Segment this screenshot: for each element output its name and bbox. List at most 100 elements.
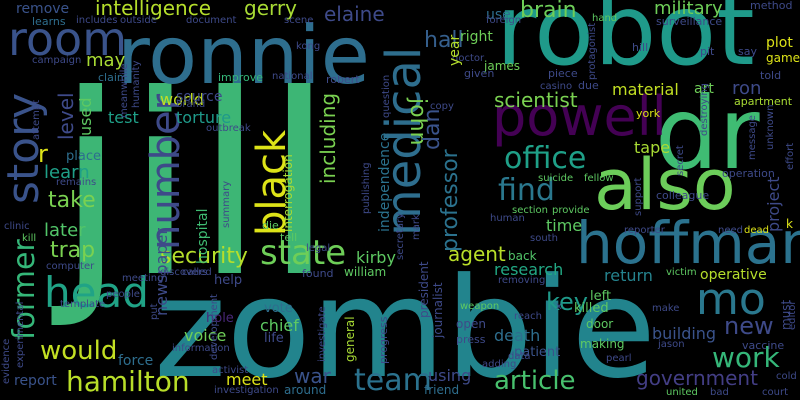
word-interrogation: interrogation	[281, 154, 295, 232]
word-document: document	[186, 15, 237, 26]
word-dan: dan	[420, 108, 445, 150]
word-kirby: kirby	[356, 248, 396, 267]
word-military: military	[654, 0, 723, 19]
word-remains: remains	[56, 177, 97, 188]
word-summary: summary	[221, 180, 232, 228]
word-south: south	[530, 233, 558, 244]
word-people: people	[106, 289, 140, 300]
word-experimental: experimental	[15, 301, 26, 368]
word-tell: tell	[280, 231, 298, 244]
word-effort: effort	[785, 142, 796, 170]
word-including: including	[316, 92, 340, 184]
word-pit: pit	[700, 45, 715, 58]
word-life: life	[264, 331, 284, 346]
word-killed: killed	[574, 301, 609, 316]
word-right: right	[460, 29, 493, 45]
word-attempt: attempt	[31, 99, 42, 140]
word-question: question	[381, 74, 392, 118]
word-information: information	[172, 343, 230, 354]
word-mark: mark	[411, 214, 422, 240]
word-jason: jason	[658, 339, 685, 350]
word-meanwhile: meanwhile	[119, 63, 130, 118]
word-open: open	[456, 317, 486, 331]
word-also: also	[594, 144, 736, 226]
word-claim: claim	[98, 71, 128, 84]
word-mo: mo	[696, 274, 766, 325]
word-head: head	[44, 268, 149, 317]
word-later: later	[44, 220, 86, 241]
word-back: back	[508, 249, 537, 263]
word-campaign: campaign	[32, 55, 82, 66]
word-would: would	[40, 336, 118, 366]
word-game: game	[766, 51, 800, 65]
word-reach: reach	[514, 311, 543, 322]
word-time: time	[546, 216, 583, 235]
word-dead: dead	[744, 225, 769, 236]
word-take: take	[48, 188, 96, 213]
word-key: key	[546, 288, 589, 316]
word-work: work	[712, 341, 780, 374]
word-use: use	[486, 7, 511, 23]
word-around: around	[284, 383, 327, 397]
word-jill: jill	[56, 41, 334, 332]
word-professor: professor	[438, 149, 463, 252]
word-war: war	[294, 364, 331, 388]
word-legal: legal	[306, 243, 331, 254]
word-independence: independence	[377, 132, 393, 232]
word-national: national	[272, 71, 313, 82]
word-fellow: fellow	[584, 173, 614, 184]
word-office: office	[504, 141, 587, 176]
word-torture: torture	[176, 108, 232, 127]
word-x: x	[556, 301, 562, 312]
word-meet: meet	[226, 370, 268, 389]
word-robert: robert	[326, 73, 360, 86]
word-humanity: humanity	[131, 60, 142, 109]
word-united: united	[666, 387, 698, 398]
word-data: data	[508, 351, 531, 362]
word-removing: removing	[498, 275, 546, 286]
word-method: method	[750, 0, 793, 12]
word-need: need	[718, 225, 743, 236]
word-told: told	[760, 69, 782, 82]
word-trap: trap	[50, 238, 96, 263]
word-cold: cold	[776, 371, 797, 382]
word-say: say	[738, 45, 757, 58]
word-message: message	[747, 115, 758, 160]
word-template: template	[60, 299, 106, 310]
word-vote: vote	[264, 301, 293, 316]
word-outbreak: outbreak	[206, 123, 251, 134]
word-test: test	[108, 108, 139, 127]
word-clinic: clinic	[4, 221, 30, 232]
word-art: art	[694, 81, 714, 97]
word-adding: adding	[482, 359, 517, 370]
word-robot: robot	[496, 0, 755, 88]
word-weapon: weapon	[460, 301, 500, 312]
word-project: project	[764, 176, 783, 232]
word-discovers: discovers	[160, 267, 208, 278]
word-surveillance: surveillance	[656, 15, 723, 28]
word-press: press	[456, 333, 486, 346]
word-learn: learn	[44, 162, 90, 183]
word-r: r	[38, 140, 48, 168]
word-ronnie: ronnie	[117, 9, 370, 102]
word-york: york	[636, 107, 661, 120]
word-remove: remove	[16, 1, 70, 17]
word-find: find	[498, 173, 555, 208]
word-left: left	[590, 289, 612, 304]
word-provide: provide	[552, 205, 590, 216]
word-development: development	[209, 294, 220, 360]
word-using: using	[428, 366, 472, 385]
word-unknown: unknown	[765, 104, 776, 150]
word-secretary: secretary	[395, 213, 406, 260]
word-outside: outside	[120, 15, 157, 26]
word-agent: agent	[448, 242, 506, 266]
word-pearl: pearl	[606, 353, 632, 364]
word-activist: activist	[212, 365, 249, 376]
word-meeting: meeting	[122, 273, 164, 284]
word-security: security	[160, 244, 248, 269]
word-used: used	[76, 97, 95, 136]
word-article: article	[494, 366, 576, 396]
word-room: room	[8, 12, 127, 66]
word-support: support	[633, 177, 644, 216]
word-publishing: publishing	[361, 162, 372, 214]
